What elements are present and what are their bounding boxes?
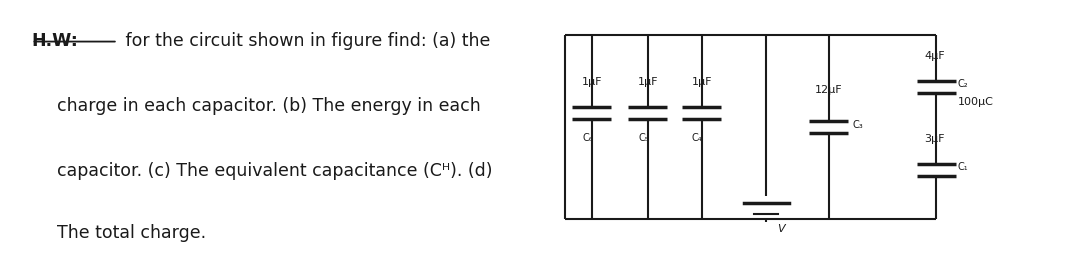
Text: charge in each capacitor. (b) The energy in each: charge in each capacitor. (b) The energy…: [57, 97, 482, 115]
Text: 100μC: 100μC: [958, 97, 994, 107]
Text: V: V: [777, 224, 784, 234]
Text: H.W:: H.W:: [31, 32, 79, 51]
Text: C₅: C₅: [638, 133, 649, 143]
Text: capacitor. (c) The equivalent capacitance (Cᴴ). (d): capacitor. (c) The equivalent capacitanc…: [57, 162, 492, 180]
Text: 1μF: 1μF: [691, 77, 712, 87]
Text: C₆: C₆: [582, 133, 593, 143]
Text: 3μF: 3μF: [924, 134, 945, 144]
Text: 1μF: 1μF: [581, 77, 602, 87]
Text: 1μF: 1μF: [637, 77, 658, 87]
Text: C₂: C₂: [958, 79, 969, 89]
Text: 4μF: 4μF: [924, 51, 945, 61]
Text: C₄: C₄: [692, 133, 703, 143]
Text: for the circuit shown in figure find: (a) the: for the circuit shown in figure find: (a…: [120, 32, 490, 51]
Text: C₃: C₃: [852, 119, 863, 129]
Text: The total charge.: The total charge.: [57, 224, 206, 242]
Text: 12μF: 12μF: [815, 85, 842, 95]
Text: C₁: C₁: [958, 162, 969, 172]
